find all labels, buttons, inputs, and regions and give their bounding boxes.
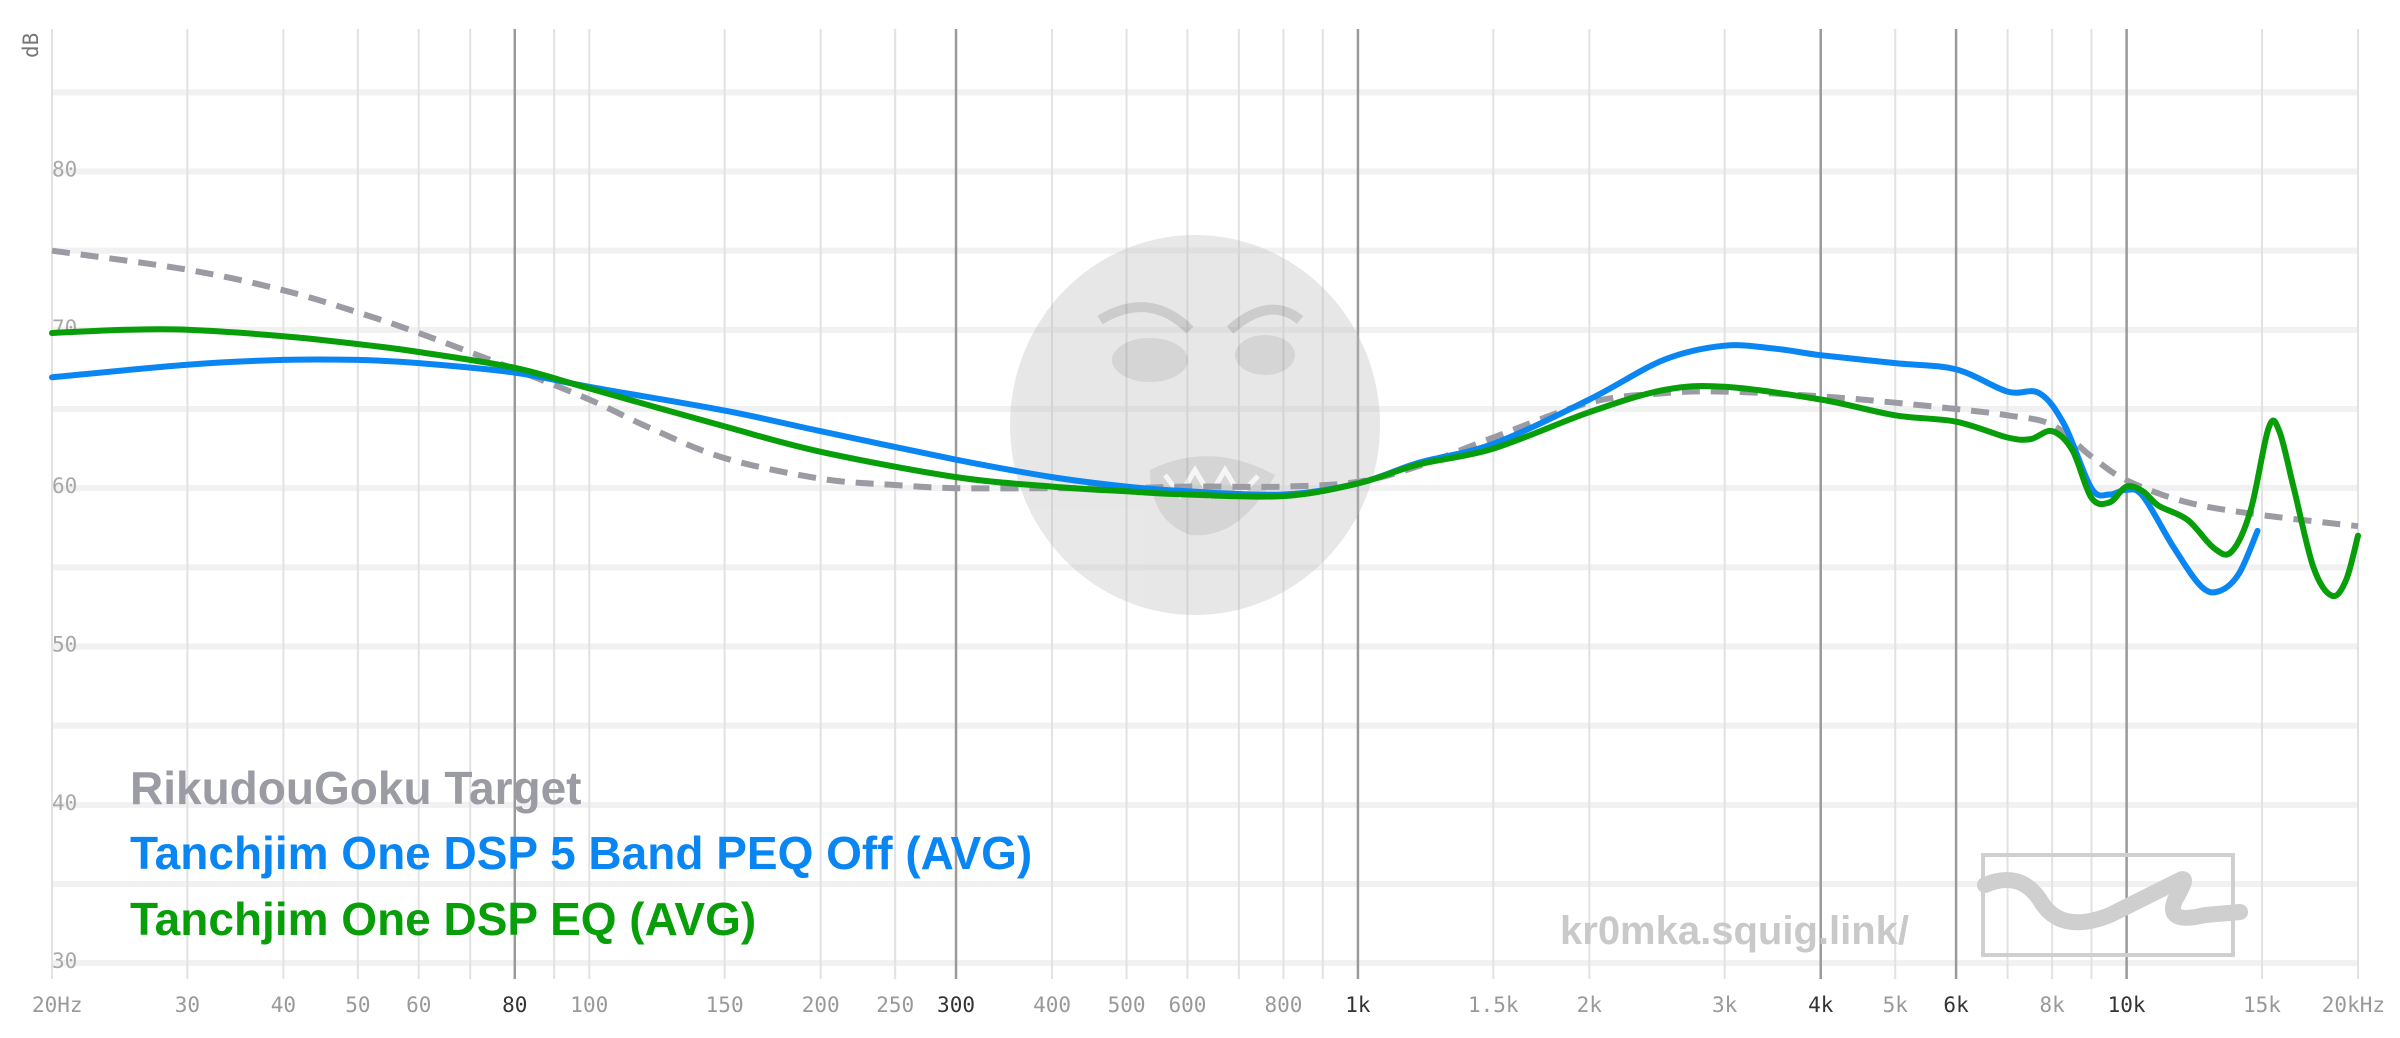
x-tick-label: 20Hz (32, 993, 83, 1017)
series-lines (49, 247, 2361, 600)
x-tick-label: 80 (502, 993, 527, 1017)
x-tick-label: 1k (1345, 993, 1371, 1017)
x-tick-label: 30 (175, 993, 200, 1017)
x-tick-label: 5k (1883, 993, 1909, 1017)
x-tick-label: 500 (1108, 993, 1146, 1017)
watermark-text: kr0mka.squig.link/ (1560, 909, 1909, 953)
x-tick-label: 100 (570, 993, 608, 1017)
x-tick-label: 15k (2243, 993, 2281, 1017)
y-gridlines (52, 89, 2358, 967)
x-tick-label: 3k (1712, 993, 1738, 1017)
x-tick-label: 150 (706, 993, 744, 1017)
x-tick-label: 40 (271, 993, 296, 1017)
series-line-target (51, 247, 2359, 530)
x-tick-label: 8k (2039, 993, 2065, 1017)
y-tick-label: 60 (52, 474, 77, 498)
x-tick-label: 300 (937, 993, 975, 1017)
series-line-dsp-eq (49, 326, 2361, 600)
y-unit-label: dB (19, 33, 43, 58)
x-tick-label: 10k (2108, 993, 2146, 1017)
x-gridlines (51, 29, 2359, 979)
x-tick-label: 800 (1264, 993, 1302, 1017)
y-tick-label: 50 (52, 633, 77, 657)
squiglink-logo (1977, 853, 2248, 957)
x-tick-label: 6k (1943, 993, 1969, 1017)
x-tick-label: 50 (345, 993, 370, 1017)
y-tick-label: 80 (52, 158, 77, 182)
x-tick-label: 60 (406, 993, 431, 1017)
y-tick-labels: 80 70 60 50 40 30 (52, 158, 77, 974)
mascot-face-watermark (1010, 235, 1380, 615)
x-tick-label: 20kHz (2322, 993, 2385, 1017)
y-tick-label: 70 (52, 316, 77, 340)
x-tick-label: 4k (1808, 993, 1834, 1017)
x-tick-label: 250 (876, 993, 914, 1017)
x-tick-label: 600 (1168, 993, 1206, 1017)
legend-item-dsp-eq: Tanchjim One DSP EQ (AVG) (130, 893, 756, 945)
legend-item-peq-off: Tanchjim One DSP 5 Band PEQ Off (AVG) (130, 827, 1032, 879)
x-tick-label: 2k (1577, 993, 1603, 1017)
x-tick-label: 400 (1033, 993, 1071, 1017)
x-tick-label: 200 (802, 993, 840, 1017)
x-tick-labels: 20Hz 30 40 50 60 80 100 150 200 250 300 400 500 600 80… (32, 993, 2385, 1017)
y-tick-label: 30 (52, 949, 77, 973)
x-tick-label: 1.5k (1468, 993, 1519, 1017)
y-tick-label: 40 (52, 791, 77, 815)
legend: RikudouGoku Target Tanchjim One DSP 5 Ba… (130, 762, 1032, 945)
legend-item-target: RikudouGoku Target (130, 762, 582, 814)
